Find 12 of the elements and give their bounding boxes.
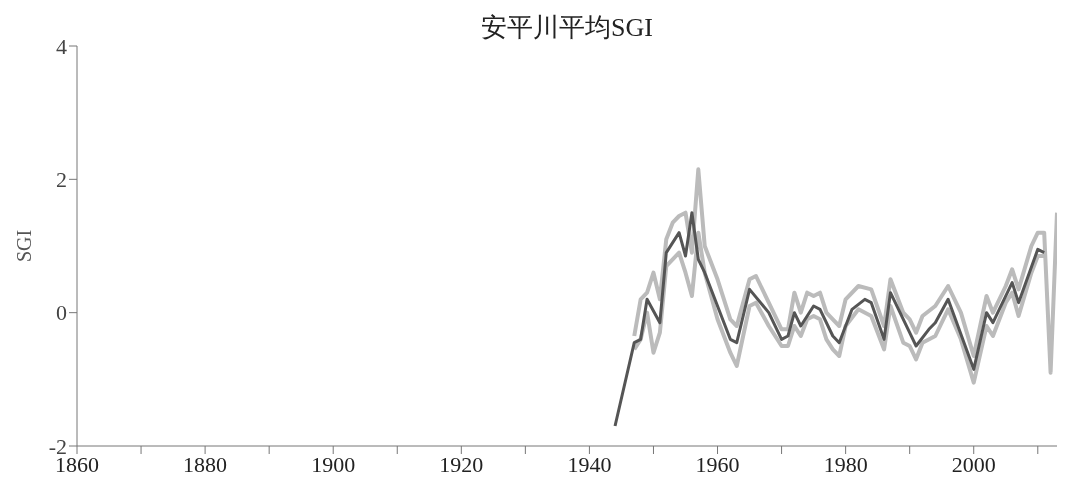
x-tick-label: 1880 — [183, 451, 228, 477]
y-axis-title: SGI — [13, 229, 36, 263]
x-tick-label: 1920 — [439, 451, 484, 477]
y-tick-label: 0 — [56, 300, 67, 326]
y-tick-label: 4 — [56, 33, 67, 59]
x-tick-label: 1980 — [823, 451, 868, 477]
x-tick-label: 2000 — [951, 451, 996, 477]
x-tick-label: 1900 — [311, 451, 356, 477]
x-tick-label: 1960 — [695, 451, 740, 477]
x-tick-label: 1940 — [567, 451, 612, 477]
y-tick-label: 2 — [56, 167, 67, 193]
chart-title: 安平川平均SGI — [480, 12, 654, 44]
